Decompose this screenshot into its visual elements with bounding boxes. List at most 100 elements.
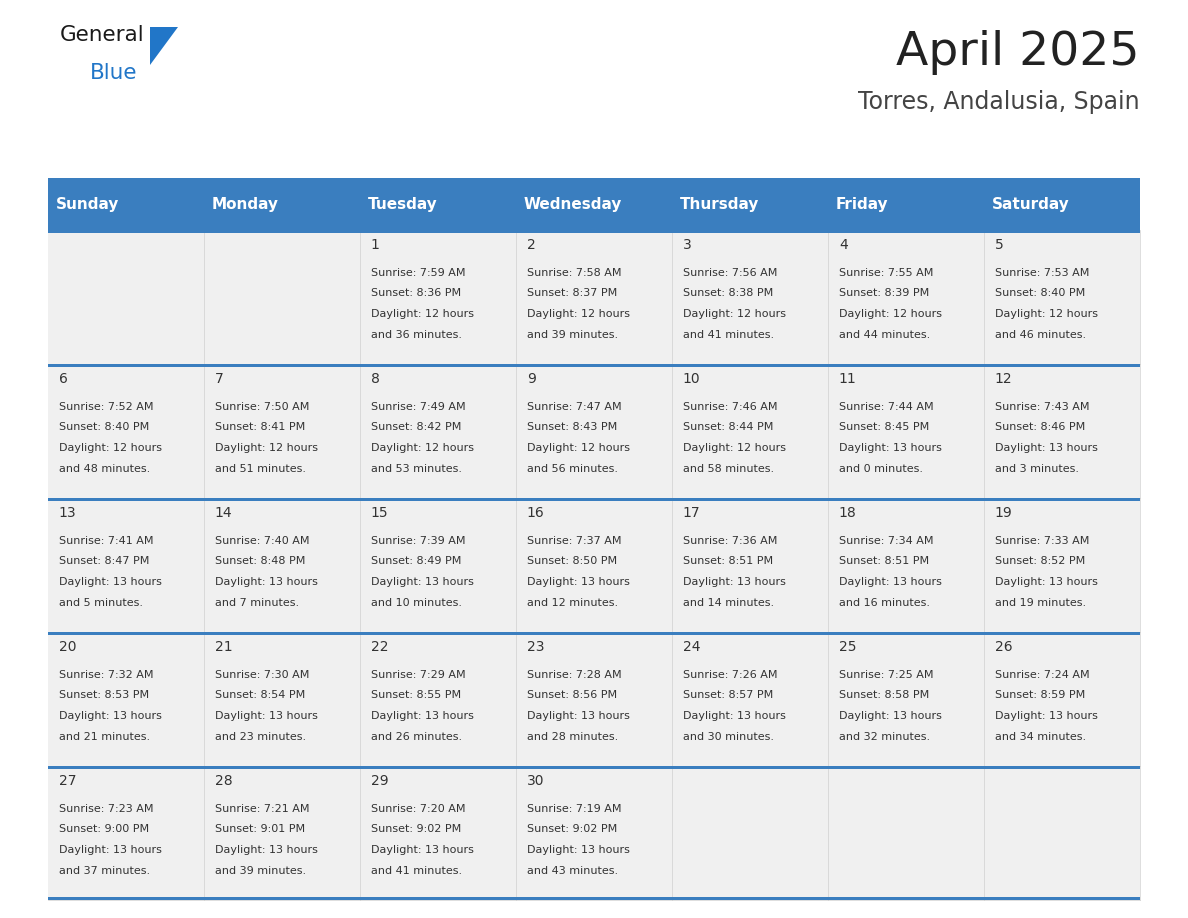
Text: Daylight: 12 hours: Daylight: 12 hours xyxy=(527,309,630,319)
Text: Monday: Monday xyxy=(211,196,279,211)
Text: and 12 minutes.: and 12 minutes. xyxy=(527,598,618,608)
Text: April 2025: April 2025 xyxy=(897,30,1140,75)
Text: 15: 15 xyxy=(371,506,388,520)
Bar xyxy=(516,498,672,632)
Text: Daylight: 12 hours: Daylight: 12 hours xyxy=(994,309,1098,319)
Text: Sunrise: 7:52 AM: Sunrise: 7:52 AM xyxy=(59,401,153,411)
Text: and 26 minutes.: and 26 minutes. xyxy=(371,732,462,742)
Bar xyxy=(204,178,360,230)
Text: and 21 minutes.: and 21 minutes. xyxy=(59,732,150,742)
Text: 21: 21 xyxy=(215,640,233,654)
Text: 4: 4 xyxy=(839,238,848,252)
Text: 28: 28 xyxy=(215,774,233,788)
Text: Sunset: 9:00 PM: Sunset: 9:00 PM xyxy=(59,824,148,834)
Text: and 41 minutes.: and 41 minutes. xyxy=(683,330,775,340)
Text: 16: 16 xyxy=(527,506,544,520)
Text: Daylight: 13 hours: Daylight: 13 hours xyxy=(527,845,630,855)
Text: and 41 minutes.: and 41 minutes. xyxy=(371,866,462,876)
Text: Sunrise: 7:20 AM: Sunrise: 7:20 AM xyxy=(371,803,466,813)
Text: 29: 29 xyxy=(371,774,388,788)
Text: Daylight: 13 hours: Daylight: 13 hours xyxy=(994,443,1098,453)
Text: 18: 18 xyxy=(839,506,857,520)
Text: 10: 10 xyxy=(683,372,701,386)
Bar xyxy=(48,230,1140,233)
Text: Sunset: 9:02 PM: Sunset: 9:02 PM xyxy=(371,824,461,834)
Text: Daylight: 12 hours: Daylight: 12 hours xyxy=(527,443,630,453)
Text: Sunrise: 7:26 AM: Sunrise: 7:26 AM xyxy=(683,669,777,679)
Text: and 0 minutes.: and 0 minutes. xyxy=(839,464,923,474)
Bar xyxy=(48,632,204,766)
Text: Sunday: Sunday xyxy=(56,196,119,211)
Text: 12: 12 xyxy=(994,372,1012,386)
Text: Daylight: 12 hours: Daylight: 12 hours xyxy=(371,443,474,453)
Text: Sunset: 8:48 PM: Sunset: 8:48 PM xyxy=(215,556,305,566)
Text: and 7 minutes.: and 7 minutes. xyxy=(215,598,299,608)
Text: Daylight: 12 hours: Daylight: 12 hours xyxy=(59,443,162,453)
Bar xyxy=(828,178,984,230)
Bar xyxy=(516,230,672,364)
Text: Sunrise: 7:44 AM: Sunrise: 7:44 AM xyxy=(839,401,934,411)
Text: Daylight: 13 hours: Daylight: 13 hours xyxy=(839,443,942,453)
Bar xyxy=(828,498,984,632)
Text: Saturday: Saturday xyxy=(992,196,1069,211)
Text: Daylight: 12 hours: Daylight: 12 hours xyxy=(371,309,474,319)
Text: 19: 19 xyxy=(994,506,1012,520)
Text: and 44 minutes.: and 44 minutes. xyxy=(839,330,930,340)
Bar xyxy=(48,230,204,364)
Text: Sunrise: 7:37 AM: Sunrise: 7:37 AM xyxy=(527,535,621,545)
Bar xyxy=(48,766,1140,769)
Text: Sunrise: 7:50 AM: Sunrise: 7:50 AM xyxy=(215,401,309,411)
Text: 20: 20 xyxy=(59,640,76,654)
Text: General: General xyxy=(61,25,145,45)
Text: Sunset: 8:51 PM: Sunset: 8:51 PM xyxy=(839,556,929,566)
Text: Sunset: 8:40 PM: Sunset: 8:40 PM xyxy=(59,422,150,432)
Bar xyxy=(48,498,204,632)
Text: Sunset: 8:36 PM: Sunset: 8:36 PM xyxy=(371,288,461,298)
Text: and 3 minutes.: and 3 minutes. xyxy=(994,464,1079,474)
Text: Sunrise: 7:40 AM: Sunrise: 7:40 AM xyxy=(215,535,309,545)
Text: Tuesday: Tuesday xyxy=(368,196,437,211)
Text: Sunrise: 7:55 AM: Sunrise: 7:55 AM xyxy=(839,267,934,277)
Polygon shape xyxy=(150,27,178,65)
Text: 13: 13 xyxy=(59,506,76,520)
Text: 24: 24 xyxy=(683,640,701,654)
Bar xyxy=(48,364,1140,367)
Text: Sunrise: 7:28 AM: Sunrise: 7:28 AM xyxy=(527,669,621,679)
Text: Sunrise: 7:19 AM: Sunrise: 7:19 AM xyxy=(527,803,621,813)
Text: Sunset: 8:41 PM: Sunset: 8:41 PM xyxy=(215,422,305,432)
Text: Daylight: 13 hours: Daylight: 13 hours xyxy=(59,845,162,855)
Text: and 37 minutes.: and 37 minutes. xyxy=(59,866,150,876)
Text: and 51 minutes.: and 51 minutes. xyxy=(215,464,307,474)
Bar xyxy=(204,766,360,900)
Text: Sunset: 8:39 PM: Sunset: 8:39 PM xyxy=(839,288,929,298)
Text: Sunrise: 7:53 AM: Sunrise: 7:53 AM xyxy=(994,267,1089,277)
Text: and 10 minutes.: and 10 minutes. xyxy=(371,598,462,608)
Text: 27: 27 xyxy=(59,774,76,788)
Text: 5: 5 xyxy=(994,238,1004,252)
Bar xyxy=(204,498,360,632)
Bar xyxy=(204,230,360,364)
Bar xyxy=(48,178,1140,182)
Bar xyxy=(672,230,828,364)
Text: Daylight: 12 hours: Daylight: 12 hours xyxy=(683,309,786,319)
Text: Sunrise: 7:23 AM: Sunrise: 7:23 AM xyxy=(59,803,153,813)
Bar xyxy=(204,632,360,766)
Text: Sunset: 8:47 PM: Sunset: 8:47 PM xyxy=(59,556,150,566)
Text: Daylight: 13 hours: Daylight: 13 hours xyxy=(371,845,474,855)
Text: and 23 minutes.: and 23 minutes. xyxy=(215,732,307,742)
Text: Daylight: 13 hours: Daylight: 13 hours xyxy=(371,711,474,721)
Text: and 36 minutes.: and 36 minutes. xyxy=(371,330,462,340)
Text: Daylight: 12 hours: Daylight: 12 hours xyxy=(215,443,318,453)
Text: Daylight: 13 hours: Daylight: 13 hours xyxy=(994,577,1098,587)
Text: 25: 25 xyxy=(839,640,857,654)
Text: 30: 30 xyxy=(527,774,544,788)
Text: Sunset: 8:53 PM: Sunset: 8:53 PM xyxy=(59,690,148,700)
Text: Sunset: 8:43 PM: Sunset: 8:43 PM xyxy=(527,422,618,432)
Text: Daylight: 13 hours: Daylight: 13 hours xyxy=(59,577,162,587)
Text: and 39 minutes.: and 39 minutes. xyxy=(527,330,618,340)
Text: Sunset: 8:42 PM: Sunset: 8:42 PM xyxy=(371,422,461,432)
Text: Sunset: 9:02 PM: Sunset: 9:02 PM xyxy=(527,824,618,834)
Bar xyxy=(360,766,516,900)
Text: Sunrise: 7:49 AM: Sunrise: 7:49 AM xyxy=(371,401,466,411)
Text: 11: 11 xyxy=(839,372,857,386)
